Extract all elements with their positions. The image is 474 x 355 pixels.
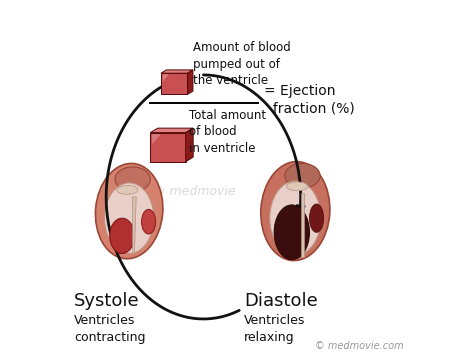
Ellipse shape [109,218,135,253]
Text: Total amount
of blood
in ventricle: Total amount of blood in ventricle [189,109,266,154]
Polygon shape [133,197,136,253]
Text: Systole: Systole [74,293,140,310]
Polygon shape [150,132,186,162]
Ellipse shape [104,183,154,253]
Text: © medmovie: © medmovie [153,185,236,198]
Polygon shape [188,70,193,94]
Ellipse shape [274,205,310,260]
Polygon shape [186,128,193,162]
Polygon shape [163,74,169,82]
Polygon shape [301,193,304,257]
Text: = Ejection
  fraction (%): = Ejection fraction (%) [264,83,354,116]
Ellipse shape [95,163,163,259]
Ellipse shape [270,181,321,255]
Text: Ventricles
relaxing: Ventricles relaxing [244,313,305,344]
Ellipse shape [261,162,330,261]
Ellipse shape [310,204,324,232]
Ellipse shape [115,167,150,192]
Ellipse shape [117,185,138,194]
Ellipse shape [286,182,308,191]
Polygon shape [150,128,193,132]
Text: Diastole: Diastole [244,293,318,310]
Text: Ventricles
contracting: Ventricles contracting [74,313,146,344]
Polygon shape [161,70,193,73]
Text: Amount of blood
pumped out of
the ventricle: Amount of blood pumped out of the ventri… [193,41,291,87]
Text: © medmovie.com: © medmovie.com [315,341,403,351]
Ellipse shape [142,209,155,234]
Ellipse shape [285,163,320,188]
Polygon shape [152,134,161,144]
Polygon shape [161,73,188,94]
